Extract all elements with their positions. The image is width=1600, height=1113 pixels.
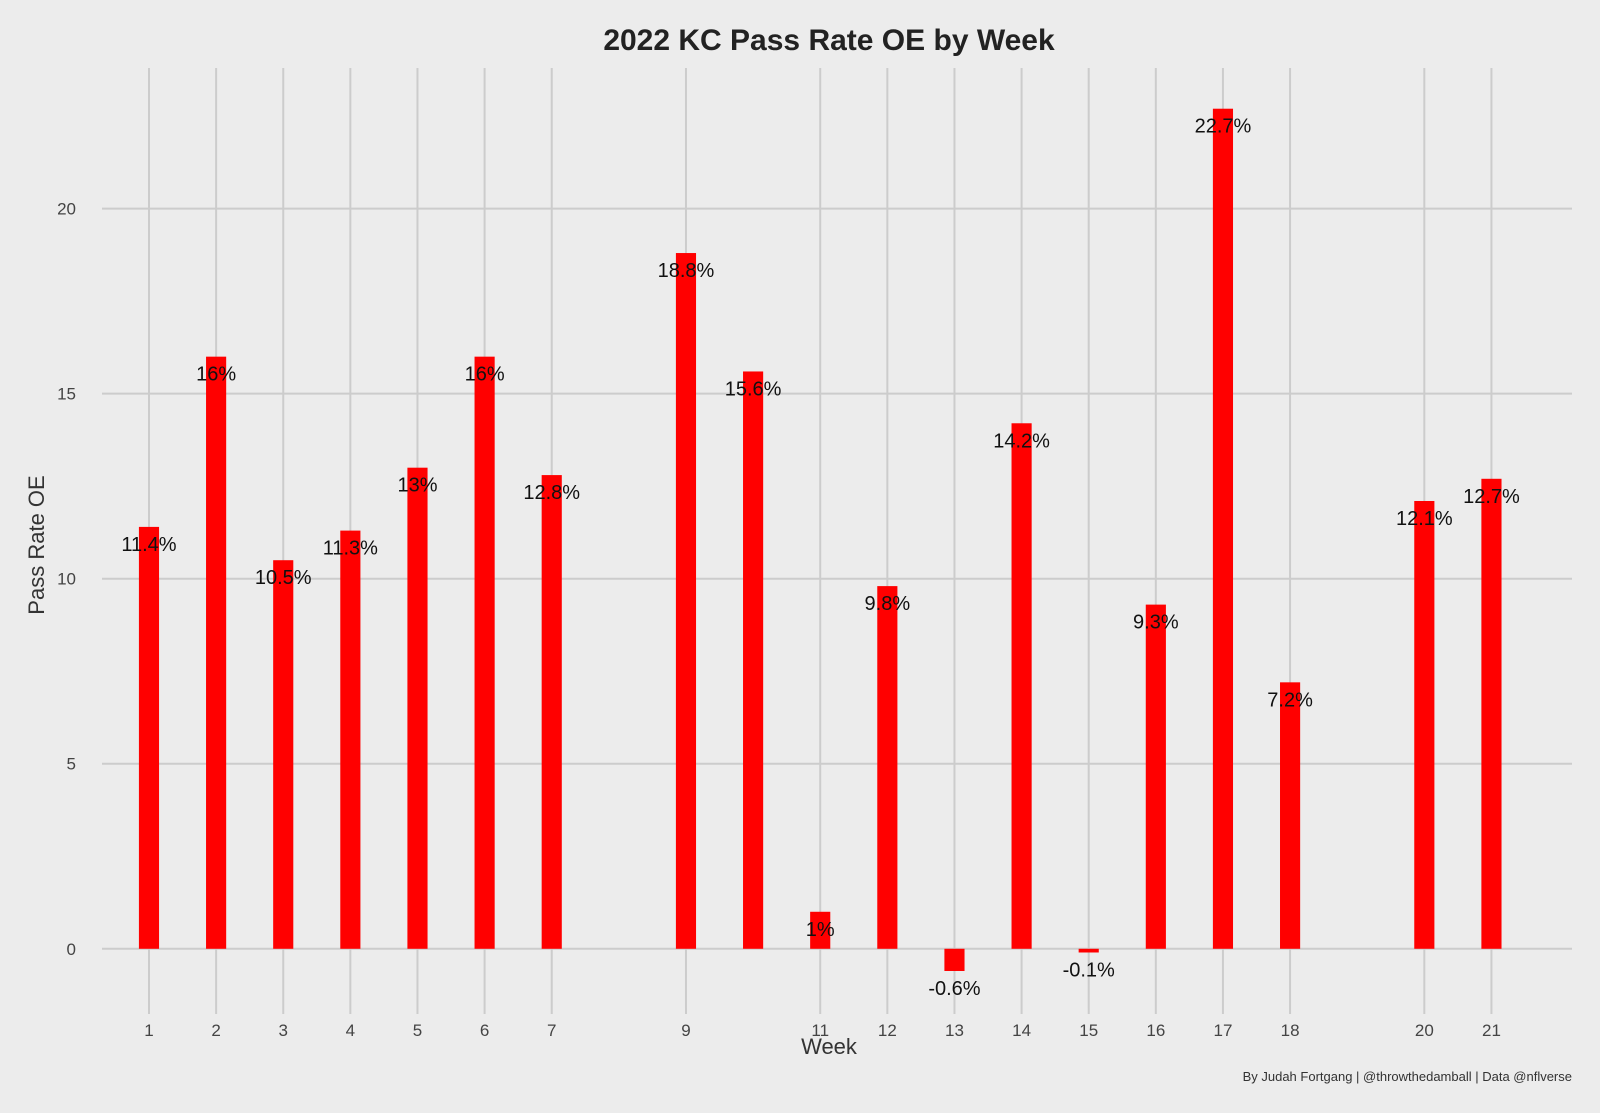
chart-title: 2022 KC Pass Rate OE by Week [603, 24, 1055, 57]
x-tick-label: 16 [1146, 1021, 1165, 1040]
data-label: 11.4% [121, 534, 176, 556]
x-axis-title: Week [801, 1034, 858, 1059]
data-label: 12.1% [1396, 508, 1453, 530]
bar [675, 253, 697, 949]
bar [1145, 604, 1166, 949]
data-labels: 11.4% 16% 10.5% 11.3% 13% 16% 12.8% 18.8% 15.6% 1… [121, 116, 1520, 1000]
x-axis-ticks: 1 2 3 4 5 6 7 9 11 12 13 14 15 16 17 18 20 21 [144, 1008, 1501, 1040]
bar [810, 911, 831, 949]
chart-caption: By Judah Fortgang | @throwthedamball | D… [1243, 1069, 1572, 1084]
y-tick-label: 15 [57, 385, 76, 404]
bar [474, 356, 495, 949]
x-tick-label: 5 [413, 1021, 422, 1040]
bar [1481, 478, 1502, 949]
x-tick-label: 20 [1415, 1021, 1434, 1040]
bar [1414, 500, 1435, 949]
data-label: 22.7% [1195, 116, 1252, 138]
data-label: 15.6% [725, 378, 782, 400]
data-label: 16% [465, 364, 505, 386]
x-tick-label: 13 [945, 1021, 964, 1040]
x-tick-label: 3 [278, 1021, 287, 1040]
bar [877, 586, 898, 949]
y-axis-title: Pass Rate OE [24, 475, 49, 614]
data-label: 7.2% [1267, 689, 1313, 711]
y-tick-label: 10 [57, 570, 76, 589]
data-label: 12.7% [1463, 486, 1520, 508]
data-label: 12.8% [523, 482, 580, 504]
bar [407, 467, 428, 949]
data-label: 10.5% [255, 567, 312, 589]
bar [743, 371, 764, 949]
x-tick-label: 17 [1213, 1021, 1232, 1040]
bar [1011, 423, 1032, 949]
bar [541, 475, 562, 949]
x-tick-label: 2 [211, 1021, 220, 1040]
y-tick-label: 5 [67, 755, 76, 774]
x-tick-label: 18 [1281, 1021, 1300, 1040]
data-label: 16% [196, 364, 236, 386]
bar [273, 560, 294, 949]
data-label: 13% [397, 475, 437, 497]
bar [944, 948, 965, 971]
x-tick-label: 1 [144, 1021, 153, 1040]
bar [206, 356, 227, 949]
data-label: -0.1% [1063, 959, 1115, 981]
y-tick-label: 0 [67, 940, 76, 959]
bar [1212, 108, 1234, 949]
x-tick-label: 12 [878, 1021, 897, 1040]
x-tick-label: 6 [480, 1021, 489, 1040]
x-tick-label: 9 [681, 1021, 690, 1040]
bar [340, 530, 361, 949]
bar [1078, 948, 1099, 953]
x-tick-label: 14 [1012, 1021, 1031, 1040]
data-label: 9.8% [865, 593, 911, 615]
bar [1280, 682, 1301, 949]
x-tick-label: 21 [1482, 1021, 1501, 1040]
bar [138, 526, 160, 949]
data-label: 9.3% [1133, 612, 1179, 634]
x-tick-label: 11 [811, 1021, 829, 1040]
bars [138, 108, 1502, 971]
data-label: -0.6% [928, 978, 980, 1000]
y-tick-label: 20 [57, 200, 76, 219]
data-label: 1% [806, 919, 835, 941]
data-label: 11.3% [323, 538, 378, 560]
data-label: 18.8% [658, 260, 715, 282]
x-tick-label: 15 [1079, 1021, 1098, 1040]
y-axis-ticks: 0 5 10 15 20 [57, 200, 76, 959]
x-tick-label: 4 [346, 1021, 355, 1040]
x-tick-label: 7 [547, 1021, 556, 1040]
data-label: 14.2% [993, 430, 1050, 452]
